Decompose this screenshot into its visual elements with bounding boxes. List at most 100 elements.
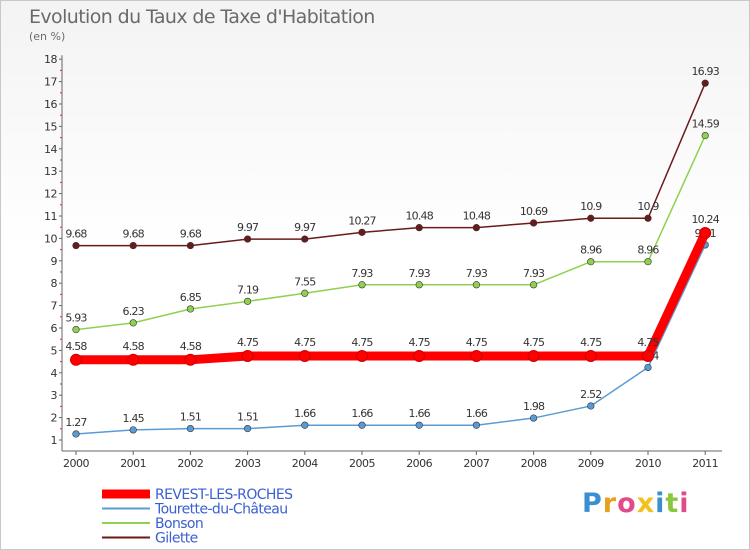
data-label: 7.93: [409, 267, 431, 280]
data-label: 9.97: [237, 221, 259, 234]
data-label: 4.75: [409, 336, 431, 349]
data-label: 10.27: [348, 214, 376, 227]
data-point: [186, 305, 194, 313]
data-point: [472, 421, 481, 429]
logo-letter: t: [665, 488, 680, 519]
data-point: [186, 424, 194, 433]
x-tick-label: 2000: [63, 457, 89, 470]
data-point: [701, 131, 709, 140]
x-tick-label: 2006: [406, 457, 432, 470]
logo-letter: i: [679, 488, 690, 519]
data-point: [244, 235, 252, 243]
data-label: 10.24: [691, 213, 719, 226]
series-line-revest-les-roches: [71, 228, 710, 365]
data-label: 4.75: [294, 336, 316, 349]
data-point: [644, 258, 652, 266]
series-line-tourette-du-ch-teau: [75, 244, 706, 435]
y-tick-label: 14: [44, 143, 57, 156]
data-point: [584, 350, 597, 362]
x-tick-label: 2009: [578, 457, 604, 470]
data-label: 14.59: [691, 118, 719, 131]
data-point: [356, 350, 368, 362]
y-tick-label: 5: [51, 344, 58, 357]
chart-title: Evolution du Taux de Taxe d'Habitation: [29, 6, 375, 28]
logo-letter: P: [582, 488, 603, 519]
data-label: 1.45: [123, 412, 145, 425]
data-point: [244, 424, 252, 433]
data-label: 1.66: [351, 407, 373, 420]
data-label: 7.93: [351, 267, 373, 280]
x-tick-label: 2003: [235, 457, 261, 470]
data-label: 1.66: [466, 407, 488, 420]
y-tick-label: 1: [51, 434, 58, 447]
data-label: 16.93: [691, 65, 719, 78]
data-point: [470, 350, 483, 362]
data-label: 1.66: [294, 407, 316, 420]
data-label: 10.9: [637, 200, 659, 213]
x-tick-label: 2008: [521, 457, 547, 470]
data-point: [298, 350, 311, 362]
data-label: 9.97: [294, 221, 316, 234]
x-tick-label: 2005: [349, 457, 375, 470]
data-label: 7.93: [523, 267, 545, 280]
data-point: [244, 297, 252, 305]
data-point: [413, 350, 426, 362]
data-label: 5.93: [65, 312, 87, 325]
data-label: 4.75: [351, 336, 373, 349]
data-point: [642, 350, 654, 362]
y-tick-label: 6: [51, 322, 58, 335]
y-tick-label: 7: [51, 300, 58, 313]
logo-letter: o: [617, 488, 637, 519]
data-label: 9.68: [123, 228, 145, 241]
data-point: [699, 227, 712, 240]
data-label: 7.93: [466, 267, 488, 280]
y-tick-label: 4: [51, 367, 58, 380]
data-label: 4.75: [523, 336, 545, 349]
legend-label: Tourette-du-Château: [154, 502, 288, 518]
y-tick-label: 9: [51, 255, 58, 268]
data-label: 7.19: [237, 283, 259, 296]
series-line-bonson: [75, 134, 706, 331]
data-label: 10.48: [463, 210, 491, 223]
y-tick-label: 12: [44, 188, 57, 201]
data-point: [186, 241, 194, 250]
data-point: [472, 281, 481, 289]
y-tick-label: 18: [44, 53, 57, 66]
data-point: [587, 214, 595, 222]
y-tick-label: 8: [51, 277, 58, 290]
data-point: [301, 235, 309, 243]
data-point: [129, 241, 137, 250]
data-point: [301, 289, 309, 297]
data-label: 4.58: [123, 340, 145, 353]
y-tick-label: 16: [44, 98, 57, 111]
data-point: [415, 224, 423, 232]
x-tick-label: 2001: [120, 457, 146, 470]
data-point: [129, 319, 137, 327]
data-label: 4.75: [237, 336, 259, 349]
data-label: 4.75: [637, 336, 659, 349]
x-tick-label: 2010: [635, 457, 661, 470]
logo-letter: x: [636, 488, 656, 519]
data-label: 4.75: [466, 336, 488, 349]
data-point: [644, 363, 652, 372]
data-label: 1.98: [523, 400, 545, 413]
data-label: 9.68: [65, 228, 87, 241]
x-tick-label: 2004: [292, 457, 318, 470]
data-point: [527, 350, 540, 362]
data-point: [72, 241, 80, 250]
data-point: [529, 219, 538, 227]
data-point: [529, 281, 538, 289]
data-label: 1.27: [65, 416, 87, 429]
data-label: 1.51: [237, 411, 258, 424]
logo-letter: i: [655, 488, 666, 519]
data-point: [529, 414, 538, 422]
chart-subtitle: (en %): [29, 30, 66, 43]
data-label: 4.58: [65, 340, 87, 353]
data-label: 4.58: [180, 340, 202, 353]
data-point: [587, 402, 595, 410]
data-point: [70, 353, 82, 366]
data-point: [415, 281, 423, 289]
data-point: [701, 79, 709, 87]
